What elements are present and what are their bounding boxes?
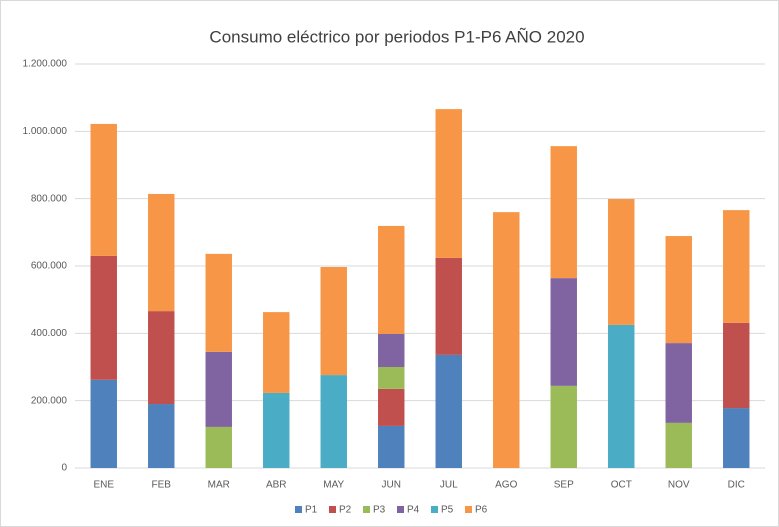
y-tick-label: 200.000 xyxy=(31,395,68,406)
legend-swatch xyxy=(363,506,370,513)
bar-segment xyxy=(665,422,692,468)
bar-segment xyxy=(608,324,635,468)
x-tick-label: MAY xyxy=(323,480,344,491)
bar-segment xyxy=(378,425,405,468)
legend-label: P6 xyxy=(475,505,488,516)
bar-segment xyxy=(493,212,520,468)
x-tick-label: JUL xyxy=(440,480,458,491)
bar-segment xyxy=(90,123,117,256)
y-tick-label: 400.000 xyxy=(31,328,68,339)
legend-label: P2 xyxy=(339,505,352,516)
bar-segment xyxy=(378,334,405,367)
bar-segment xyxy=(665,343,692,423)
bar-segment xyxy=(435,109,462,258)
legend-label: P4 xyxy=(407,505,420,516)
legend-label: P1 xyxy=(305,505,318,516)
x-tick-label: JUN xyxy=(382,480,401,491)
bar-segment xyxy=(435,354,462,468)
bar-segment xyxy=(665,236,692,344)
bar-segment xyxy=(263,392,290,468)
bar-segment xyxy=(723,322,750,409)
legend-label: P3 xyxy=(373,505,386,516)
chart-title: Consumo eléctrico por periodos P1-P6 AÑO… xyxy=(209,27,584,46)
x-tick-label: DIC xyxy=(728,480,745,491)
x-tick-label: MAR xyxy=(208,480,230,491)
x-tick-label: ABR xyxy=(266,480,287,491)
x-tick-label: FEB xyxy=(152,480,172,491)
bar-segment xyxy=(435,257,462,355)
bar-segment xyxy=(148,311,175,405)
legend-swatch xyxy=(465,506,472,513)
legend-swatch xyxy=(397,506,404,513)
bar-segment xyxy=(205,351,232,427)
bar-segment xyxy=(608,199,635,325)
bar-segment xyxy=(723,210,750,323)
x-tick-label: AGO xyxy=(495,480,517,491)
bar-segment xyxy=(723,408,750,468)
x-tick-label: SEP xyxy=(554,480,574,491)
bar-segment xyxy=(320,267,347,376)
y-tick-label: 1.000.000 xyxy=(23,126,68,137)
bar-segment xyxy=(263,312,290,393)
legend-swatch xyxy=(431,506,438,513)
x-tick-label: OCT xyxy=(611,480,632,491)
bar-segment xyxy=(148,193,175,312)
legend-swatch xyxy=(329,506,336,513)
bar-segment xyxy=(90,379,117,468)
y-tick-label: 600.000 xyxy=(31,261,68,272)
bar-segment xyxy=(205,253,232,352)
y-tick-label: 800.000 xyxy=(31,193,68,204)
legend-label: P5 xyxy=(441,505,454,516)
legend-swatch xyxy=(295,506,302,513)
x-tick-label: NOV xyxy=(668,480,690,491)
bar-segment xyxy=(550,146,577,279)
bar-segment xyxy=(378,367,405,389)
bar-segment xyxy=(378,388,405,426)
y-tick-label: 1.200.000 xyxy=(23,59,68,70)
bar-segment xyxy=(378,225,405,335)
bar-segment xyxy=(90,255,117,380)
x-tick-label: ENE xyxy=(93,480,114,491)
y-tick-label: 0 xyxy=(61,463,67,474)
bar-segment xyxy=(320,375,347,468)
bar-segment xyxy=(148,404,175,468)
bar-segment xyxy=(550,278,577,386)
bar-segment xyxy=(550,385,577,468)
bar-segment xyxy=(205,426,232,468)
